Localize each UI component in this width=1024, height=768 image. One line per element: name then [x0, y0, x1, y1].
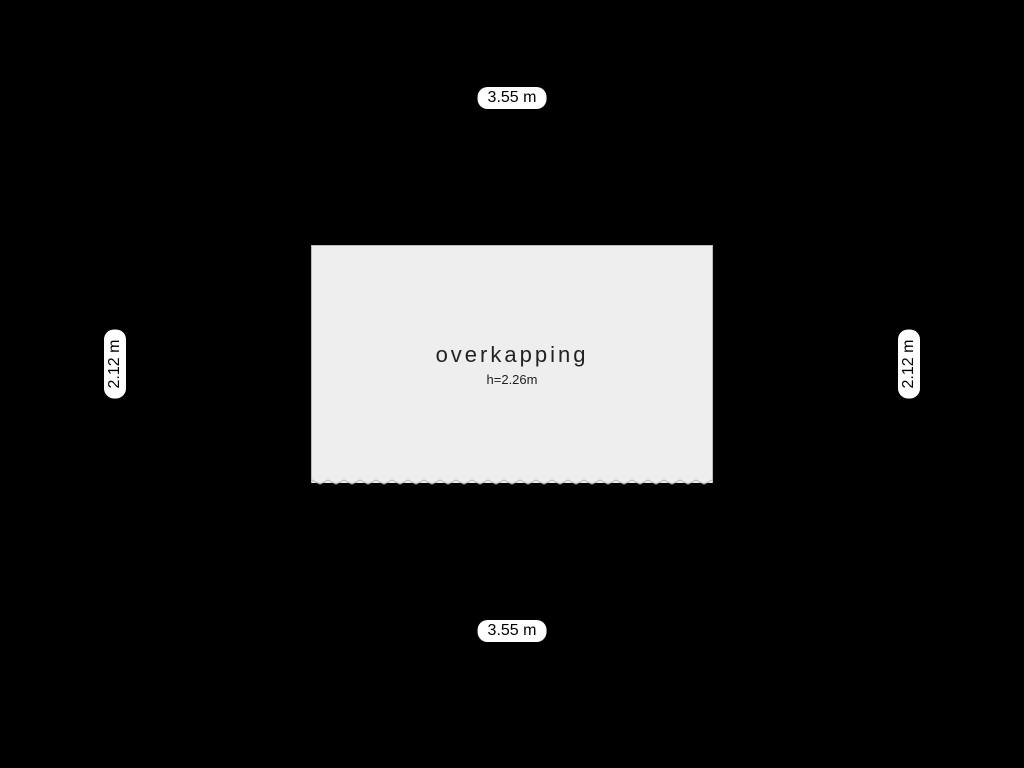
dimension-top: 3.55 m [478, 87, 547, 109]
room-overkapping: overkapping h=2.26m [311, 245, 713, 483]
floorplan-canvas: overkapping h=2.26m 3.55 m 3.55 m 2.12 m… [0, 0, 1024, 768]
dimension-right: 2.12 m [898, 330, 920, 399]
room-label: overkapping [436, 342, 589, 368]
dimension-bottom: 3.55 m [478, 620, 547, 642]
dimension-left: 2.12 m [104, 330, 126, 399]
room-height-note: h=2.26m [487, 372, 538, 387]
zigzag-edge [312, 479, 714, 485]
